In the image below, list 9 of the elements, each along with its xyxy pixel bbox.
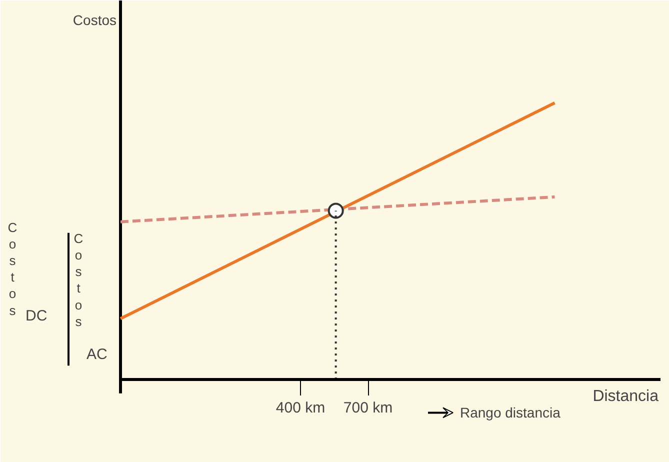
text: Rango distancia bbox=[460, 404, 561, 421]
text: Costos bbox=[74, 230, 84, 329]
x-axis-title: Distancia bbox=[592, 388, 659, 405]
x-tick-label: 700 km bbox=[343, 400, 393, 417]
text: AC bbox=[86, 346, 108, 364]
text: Costos bbox=[72, 12, 117, 28]
text: Costos bbox=[8, 220, 18, 318]
x-tick-label: 400 km bbox=[276, 400, 326, 417]
text: DC bbox=[26, 307, 48, 324]
